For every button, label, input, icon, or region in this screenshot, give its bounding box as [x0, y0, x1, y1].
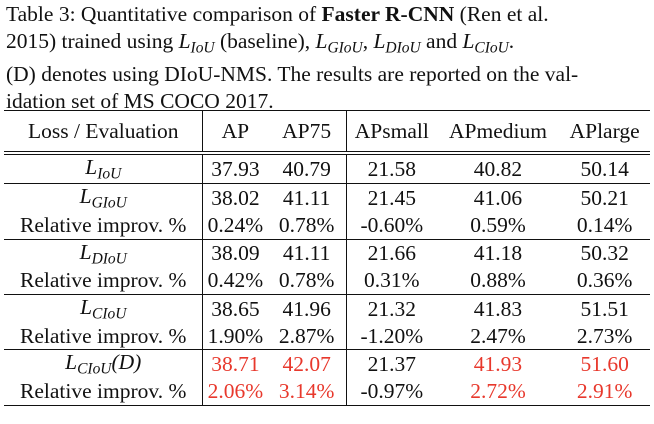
cell-ap: 37.93	[202, 151, 268, 184]
cell-ap: 0.42%	[207, 268, 264, 293]
header-aplarge: APlarge	[559, 110, 650, 154]
cell-aplarge: 2.91%	[559, 378, 650, 406]
cell-ap75: 0.78%	[267, 212, 347, 240]
results-table: Loss / Evaluation AP AP75 APsmall APmedi…	[4, 110, 650, 406]
caption-loss-diou: LDIoU	[373, 28, 421, 56]
cell-ap75: 41.11	[267, 238, 347, 268]
caption-line-3: (D) denotes using DIoU-NMS. The results …	[6, 62, 579, 87]
row-label: Relative improv. %	[4, 267, 204, 295]
caption-model-name: Faster R-CNN	[321, 2, 455, 26]
table-row-ciou: LCIoU 38.65 41.96 21.32 41.83 51.51	[4, 293, 650, 324]
table-row-iou: LIoU 37.93 40.79 21.58 40.82 50.14	[4, 151, 650, 184]
table-row-giou: LGIoU 38.02 41.11 21.45 41.06 50.21	[4, 183, 650, 213]
cell-apsmall: 21.32	[346, 293, 437, 324]
header-ap: AP	[202, 110, 268, 154]
cell-aplarge: 51.51	[559, 293, 650, 324]
cell-ap75: 41.96	[267, 293, 347, 324]
cell-apmedium: 41.06	[436, 183, 560, 213]
cell-apsmall: 21.58	[346, 151, 437, 184]
table-row-ciou-d: LCIoU(D) 38.71 42.07 21.37 41.93 51.60	[4, 349, 650, 379]
cell-apsmall: 0.31%	[364, 268, 420, 293]
table-row-ciou-improv: Relative improv. % 1.90% 2.87% -1.20% 2.…	[4, 323, 650, 350]
row-label: Relative improv. %	[4, 378, 204, 406]
cell-ap: 0.24%	[207, 213, 264, 238]
cell-ap75: 40.79	[267, 151, 347, 184]
cell-aplarge: 50.14	[559, 151, 650, 184]
row-label: LCIoU	[4, 293, 204, 324]
cell-ap75: 42.07	[267, 349, 347, 379]
header-row: Loss / Evaluation AP AP75 APsmall APmedi…	[4, 110, 650, 154]
header-ap75: AP75	[267, 110, 347, 154]
cell-ap75: 41.11	[267, 183, 347, 213]
caption-line-2: 2015) trained using LIoU (baseline), LGI…	[6, 28, 515, 56]
row-label: Relative improv. %	[4, 323, 204, 350]
cell-apsmall: -0.97%	[346, 378, 437, 406]
cell-aplarge: 0.14%	[576, 213, 633, 238]
cell-apsmall: -0.60%	[360, 213, 424, 238]
cell-apsmall: 21.45	[346, 183, 437, 213]
row-label: LCIoU(D)	[4, 349, 204, 379]
cell-aplarge: 50.21	[559, 183, 650, 213]
cell-apmedium: 41.18	[436, 238, 560, 268]
cell-ap75: 0.78%	[267, 267, 347, 295]
cell-apmedium: 2.47%	[470, 323, 526, 348]
table-row-diou: LDIoU 38.09 41.11 21.66 41.18 50.32	[4, 238, 650, 268]
cell-apmedium: 40.82	[436, 151, 560, 184]
header-apsmall: APsmall	[346, 110, 437, 154]
cell-apmedium: 0.88%	[470, 268, 526, 293]
cell-aplarge: 2.73%	[576, 323, 633, 348]
row-label: LIoU	[4, 151, 204, 184]
table-caption: Table 3: Quantitative comparison of Fast…	[6, 1, 648, 114]
cell-ap: 38.02	[202, 183, 268, 213]
row-label: LDIoU	[4, 238, 204, 268]
caption-loss-iou: LIoU	[178, 28, 215, 56]
table-row-giou-improv: Relative improv. % 0.24% 0.78% -0.60% 0.…	[4, 212, 650, 240]
caption-loss-ciou: LCIoU	[462, 28, 509, 56]
cell-aplarge: 50.32	[559, 238, 650, 268]
cell-ap: 38.09	[202, 238, 268, 268]
cell-ap: 38.71	[202, 349, 268, 379]
cell-apmedium: 41.83	[436, 293, 560, 324]
cell-aplarge: 0.36%	[576, 268, 633, 293]
cell-ap75: 3.14%	[267, 378, 347, 406]
caption-line-1: Table 3: Quantitative comparison of Fast…	[6, 2, 549, 26]
row-label: Relative improv. %	[4, 212, 204, 240]
cell-apsmall: 21.37	[346, 349, 437, 379]
header-loss-evaluation: Loss / Evaluation	[4, 110, 204, 154]
cell-ap: 2.06%	[202, 378, 268, 406]
cell-aplarge: 51.60	[559, 349, 650, 379]
cell-apmedium: 0.59%	[470, 213, 526, 238]
cell-apsmall: -1.20%	[360, 323, 424, 348]
caption-loss-giou: LGIoU	[315, 28, 363, 56]
cell-ap: 38.65	[202, 293, 268, 324]
caption-label: Table 3:	[6, 2, 76, 26]
table-row-ciou-d-improv: Relative improv. % 2.06% 3.14% -0.97% 2.…	[4, 378, 650, 406]
caption-line-4: idation set of MS COCO 2017.	[6, 88, 274, 113]
table-row-diou-improv: Relative improv. % 0.42% 0.78% 0.31% 0.8…	[4, 267, 650, 295]
cell-ap75: 2.87%	[267, 323, 347, 350]
cell-apmedium: 41.93	[436, 349, 560, 379]
cell-apsmall: 21.66	[346, 238, 437, 268]
cell-apmedium: 2.72%	[436, 378, 560, 406]
cell-ap: 1.90%	[207, 323, 264, 348]
row-label: LGIoU	[4, 183, 204, 213]
header-apmedium: APmedium	[436, 110, 560, 154]
